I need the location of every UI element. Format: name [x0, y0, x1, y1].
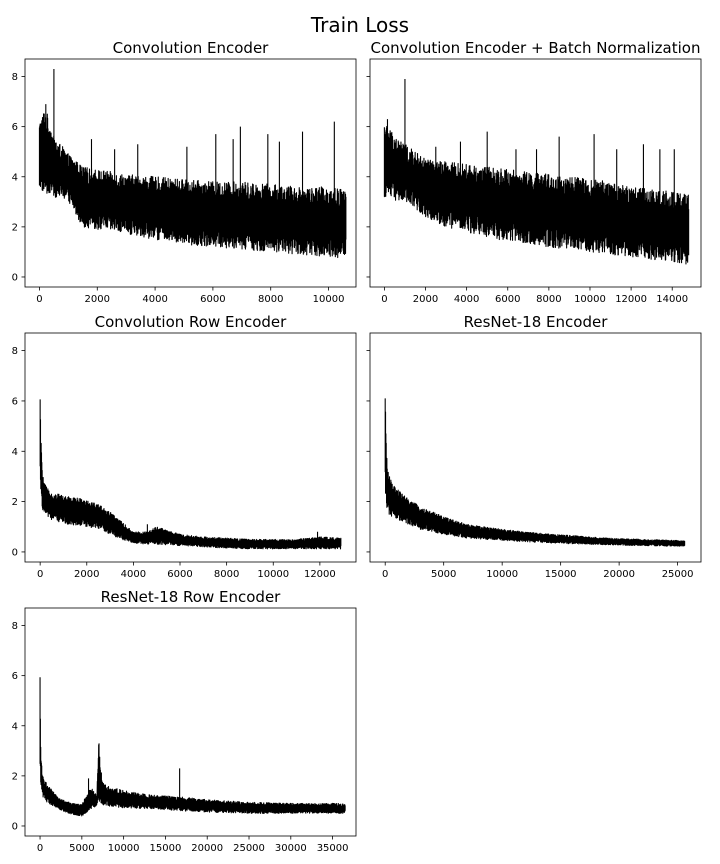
x-tick-label: 25000 — [662, 569, 694, 580]
y-tick-label: 0 — [12, 272, 18, 283]
x-tick-label: 14000 — [656, 294, 688, 305]
loss-series-line — [38, 69, 347, 259]
x-tick-label: 2000 — [85, 294, 110, 305]
x-tick-label: 8000 — [214, 569, 239, 580]
subplot-title: ResNet-18 Encoder — [464, 313, 609, 331]
x-tick-label: 0 — [382, 569, 388, 580]
subplot-2: Convolution Encoder + Batch Normalizatio… — [366, 39, 702, 305]
y-tick-label: 2 — [12, 497, 18, 508]
x-tick-label: 8000 — [536, 294, 561, 305]
x-tick-label: 20000 — [603, 569, 635, 580]
y-tick-label: 6 — [12, 671, 18, 682]
x-tick-label: 8000 — [258, 294, 283, 305]
y-tick-label: 2 — [12, 771, 18, 782]
x-tick-label: 15000 — [545, 569, 577, 580]
loss-series-line — [39, 677, 346, 817]
x-tick-label: 0 — [381, 294, 387, 305]
x-tick-label: 20000 — [191, 843, 223, 854]
x-tick-label: 35000 — [317, 843, 349, 854]
x-tick-label: 10000 — [313, 294, 345, 305]
loss-series-line — [384, 398, 686, 547]
x-tick-label: 10000 — [257, 569, 289, 580]
y-tick-label: 0 — [12, 821, 18, 832]
x-tick-label: 0 — [36, 294, 42, 305]
x-tick-label: 4000 — [454, 294, 479, 305]
subplot-4: ResNet-18 Encoder 0 5000 10000 15000 20000 250… — [366, 313, 702, 580]
loss-series-line — [39, 399, 342, 550]
axes-frame — [369, 332, 702, 563]
subplot-title: ResNet-18 Row Encoder — [101, 588, 282, 606]
x-tick-label: 5000 — [69, 843, 94, 854]
y-tick-label: 6 — [12, 122, 18, 133]
x-tick-label: 2000 — [74, 569, 99, 580]
x-tick-label: 25000 — [233, 843, 265, 854]
subplot-1: Convolution Encoder 0 2000 4000 6000 8000 1000… — [12, 39, 357, 305]
y-tick-label: 8 — [12, 346, 18, 357]
y-tick-label: 6 — [12, 396, 18, 407]
x-tick-label: 4000 — [121, 569, 146, 580]
x-tick-label: 6000 — [167, 569, 192, 580]
x-tick-label: 0 — [37, 569, 43, 580]
y-tick-label: 4 — [12, 447, 18, 458]
x-tick-label: 10000 — [108, 843, 140, 854]
x-tick-label: 12000 — [615, 294, 647, 305]
y-tick-label: 0 — [12, 547, 18, 558]
y-tick-label: 4 — [12, 172, 18, 183]
x-tick-label: 12000 — [304, 569, 336, 580]
axes-frame — [24, 332, 357, 563]
x-tick-label: 10000 — [574, 294, 606, 305]
subplot-3: Convolution Row Encoder 0 2000 4000 6000 8000… — [12, 313, 357, 580]
x-tick-label: 15000 — [150, 843, 182, 854]
axes-frame — [369, 58, 702, 288]
loss-series-line — [383, 79, 690, 265]
subplot-title: Convolution Row Encoder — [95, 313, 288, 331]
x-tick-label: 4000 — [142, 294, 167, 305]
figure-title: Train Loss — [310, 13, 409, 37]
y-tick-label: 8 — [12, 72, 18, 83]
subplot-title: Convolution Encoder + Batch Normalizatio… — [371, 39, 701, 57]
x-tick-label: 2000 — [413, 294, 438, 305]
y-tick-label: 4 — [12, 721, 18, 732]
x-tick-label: 10000 — [486, 569, 518, 580]
x-tick-label: 5000 — [431, 569, 456, 580]
subplot-title: Convolution Encoder — [113, 39, 270, 57]
axes-frame — [24, 607, 357, 837]
axes-frame — [24, 58, 357, 288]
x-tick-label: 6000 — [495, 294, 520, 305]
x-tick-label: 0 — [37, 843, 43, 854]
x-tick-label: 6000 — [200, 294, 225, 305]
y-tick-label: 2 — [12, 222, 18, 233]
x-tick-label: 30000 — [275, 843, 307, 854]
y-tick-label: 8 — [12, 621, 18, 632]
subplot-5: ResNet-18 Row Encoder 0 5000 10000 15000 2000… — [12, 588, 357, 854]
